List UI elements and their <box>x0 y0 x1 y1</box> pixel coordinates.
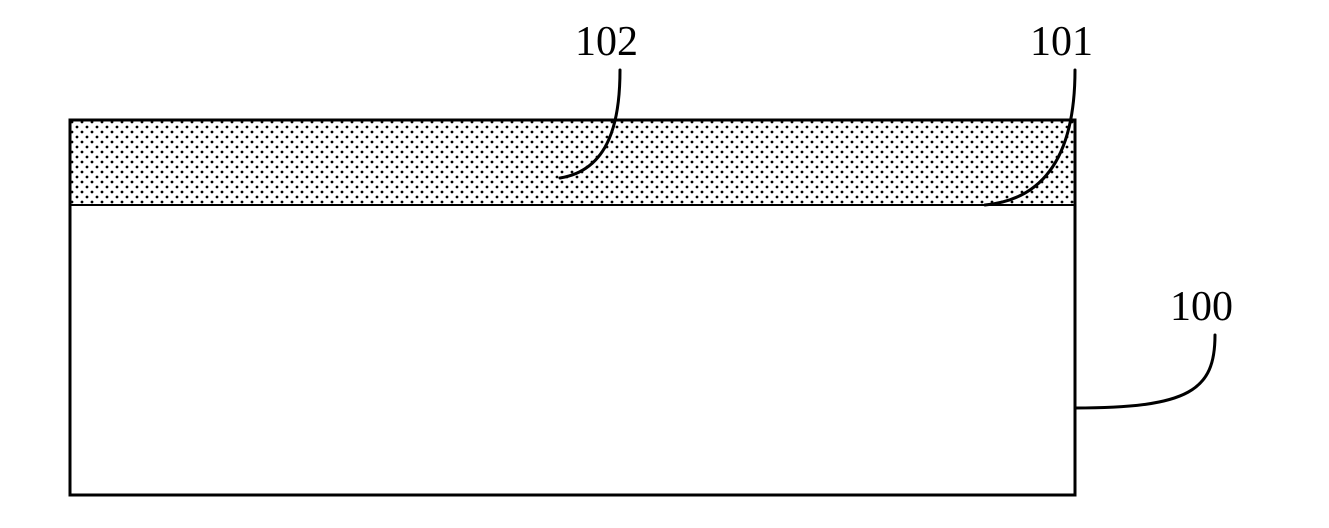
top-layer-fill <box>72 122 1074 205</box>
label-100: 100 <box>1170 284 1233 330</box>
label-102: 102 <box>575 19 638 65</box>
leader-100 <box>1075 335 1215 408</box>
layer-diagram: 102 101 100 <box>0 0 1329 528</box>
label-101: 101 <box>1030 19 1093 65</box>
